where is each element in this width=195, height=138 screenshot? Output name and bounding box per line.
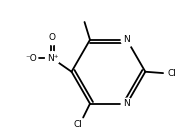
Text: N: N [123, 99, 130, 108]
Text: O: O [49, 33, 56, 42]
Text: Cl: Cl [168, 69, 177, 78]
Text: ⁻O: ⁻O [25, 54, 37, 63]
Text: N: N [123, 35, 130, 44]
Text: Cl: Cl [74, 120, 83, 129]
Text: N⁺: N⁺ [47, 54, 58, 63]
